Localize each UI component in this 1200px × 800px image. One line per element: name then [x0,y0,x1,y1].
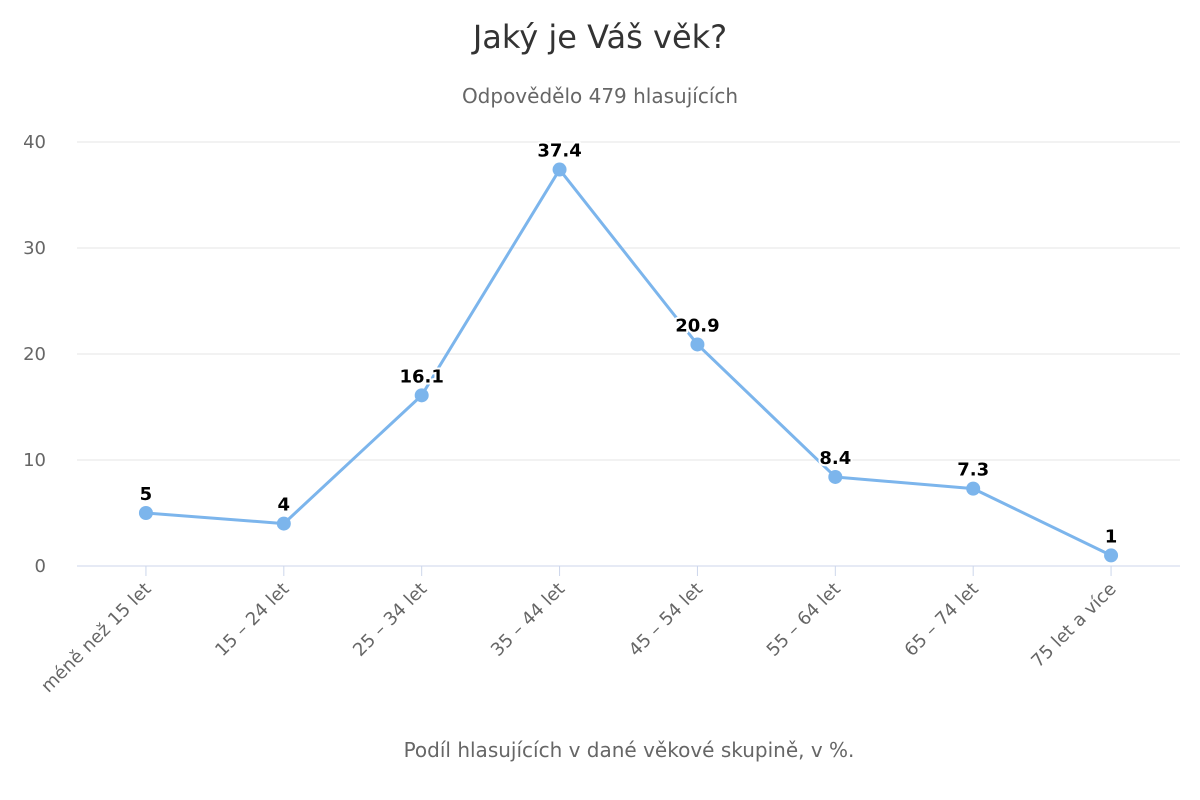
data-point[interactable] [552,162,567,177]
data-point[interactable] [1104,548,1119,563]
data-label: 1 [1105,526,1118,547]
x-tick-label: 65 – 74 let [901,579,983,661]
y-tick-label: 30 [23,238,46,259]
data-point[interactable] [690,337,705,352]
y-axis: 0 10 20 30 40 [23,132,46,577]
data-labels: 5 4 16.1 37.4 20.9 8.4 7.3 1 [138,139,1120,550]
x-tick-label: méně než 15 let [37,579,155,697]
chart-title: Jaký je Váš věk? [471,18,727,56]
x-axis-title: Podíl hlasujících v dané věkové skupině,… [404,738,855,762]
y-tick-label: 0 [35,556,46,577]
data-label: 8.4 [819,448,851,469]
data-label: 7.3 [957,460,989,481]
data-label: 16.1 [399,366,443,387]
data-point[interactable] [138,506,153,520]
x-axis: méně než 15 let 15 – 24 let 25 – 34 let 35 … [37,565,1180,697]
series-line [144,168,1113,557]
series [138,162,1119,563]
x-tick-label: 55 – 64 let [763,579,845,661]
x-tick-label: 15 – 24 let [211,579,293,661]
x-tick-label: 25 – 34 let [349,579,431,661]
y-tick-label: 10 [23,450,46,471]
data-label: 5 [140,484,153,505]
data-point[interactable] [276,516,291,531]
y-tick-label: 20 [23,344,46,365]
x-tick-label: 35 – 44 let [487,579,569,661]
y-tick-label: 40 [23,132,46,153]
data-label: 37.4 [537,141,581,162]
data-point[interactable] [414,388,429,403]
data-point[interactable] [828,469,843,484]
x-tick-label: 75 let a více [1027,579,1120,672]
grid-lines [77,141,1180,461]
data-label: 4 [278,495,291,516]
data-label: 20.9 [675,315,719,336]
x-tick-label: 45 – 54 let [625,579,707,661]
data-point[interactable] [966,481,981,496]
chart-subtitle: Odpovědělo 479 hlasujících [462,84,738,108]
